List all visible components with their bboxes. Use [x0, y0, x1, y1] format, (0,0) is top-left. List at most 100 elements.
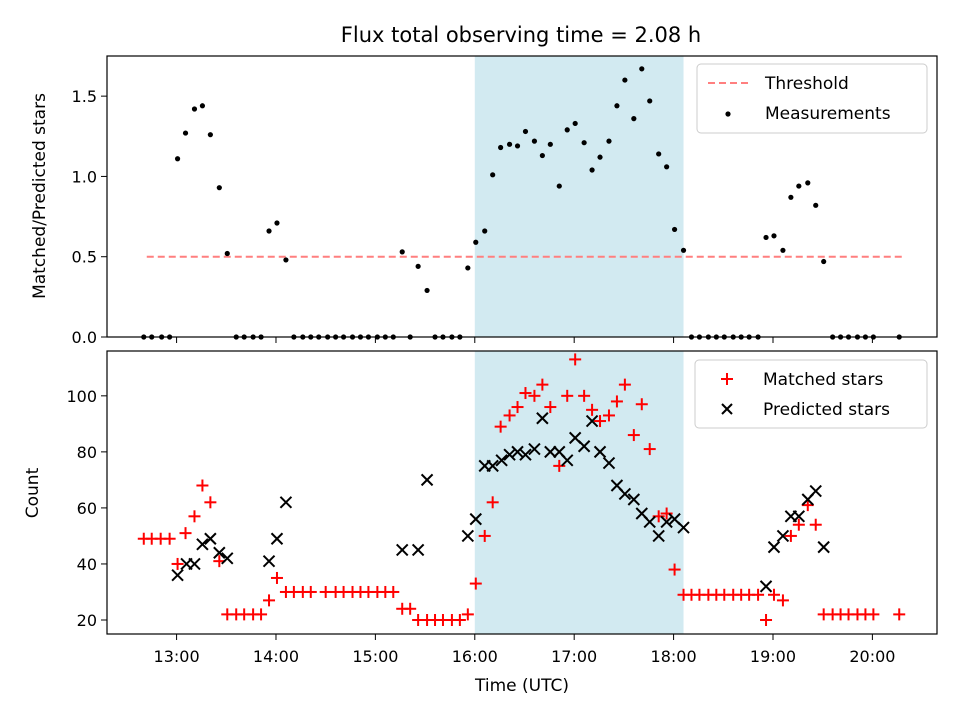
measurement-point — [547, 141, 553, 147]
matched-stars-point — [578, 389, 591, 402]
y-tick-label: 100 — [66, 387, 97, 406]
measurement-point — [506, 141, 513, 147]
matched-stars-point — [792, 518, 805, 531]
measurement-point — [216, 185, 222, 191]
legend-predicted-label: Predicted stars — [763, 400, 890, 420]
matched-stars-point — [461, 608, 474, 621]
legend-threshold-label: Threshold — [764, 74, 849, 94]
measurement-point — [771, 233, 777, 239]
predicted-stars-point — [618, 487, 632, 501]
y-tick-label: 1.0 — [72, 167, 97, 186]
predicted-stars-point — [196, 538, 209, 551]
measurement-point — [671, 226, 678, 233]
measurement-point — [821, 258, 827, 265]
matched-stars-point — [263, 594, 276, 607]
x-tick-label: 19:00 — [750, 647, 796, 666]
matched-stars-point — [255, 608, 268, 621]
legend-predicted-swatch — [721, 403, 733, 415]
x-tick-label: 16:00 — [452, 647, 498, 666]
matched-stars-point — [767, 588, 780, 601]
x-tick-label: 13:00 — [154, 647, 200, 666]
predicted-stars-point — [660, 515, 673, 529]
measurement-point — [796, 183, 802, 189]
matched-stars-point — [188, 510, 201, 523]
legend-matched-swatch — [721, 373, 733, 385]
count-panel: 20 40 60 80 100 13:00 14:00 15:00 16:00 17:00 18:… — [23, 350, 938, 696]
x-tick-label: 17:00 — [551, 647, 597, 666]
predicted-stars-point — [171, 568, 184, 582]
y-tick-label: 0.0 — [72, 328, 97, 347]
measurement-point — [490, 172, 496, 178]
legend-measurements-swatch — [725, 111, 731, 117]
predicted-stars-point — [792, 510, 806, 523]
matched-stars-point — [784, 529, 797, 542]
matched-stars-point — [594, 415, 607, 428]
matched-stars-point — [867, 608, 880, 621]
predicted-stars-point — [602, 456, 616, 470]
predicted-stars-point — [420, 473, 434, 487]
predicted-stars-point — [652, 529, 665, 543]
measurement-point — [224, 250, 230, 257]
measurement-point — [498, 144, 504, 151]
matched-stars-point — [544, 401, 557, 414]
predicted-stars-point — [536, 412, 549, 425]
measurement-point — [473, 239, 479, 245]
count-legend: Matched stars Predicted stars — [694, 359, 928, 429]
measurement-point — [539, 152, 545, 159]
matched-stars-point — [387, 585, 400, 598]
measurement-point — [182, 130, 189, 136]
y-tick-label: 40 — [77, 555, 97, 574]
matched-stars-point — [635, 398, 648, 411]
matched-stars-point — [163, 532, 176, 545]
measurement-point — [415, 263, 421, 269]
measurement-point — [763, 234, 769, 241]
count-y-axis-label: Count — [23, 467, 43, 518]
measurement-point — [631, 116, 637, 122]
measurement-point — [680, 247, 687, 253]
matched-stars-point — [752, 588, 765, 601]
measurement-point — [207, 132, 213, 138]
predicted-stars-point — [561, 454, 574, 467]
matched-stars-point — [469, 577, 482, 590]
observing-window-span — [474, 351, 684, 634]
legend-matched-label: Matched stars — [763, 370, 883, 390]
predicted-stars-point — [519, 448, 532, 461]
predicted-stars-point — [279, 496, 293, 509]
observing-window-span — [474, 56, 684, 337]
predicted-stars-point — [809, 484, 822, 498]
measurement-point — [639, 66, 645, 72]
predicted-stars-point — [677, 521, 690, 534]
measurement-point — [780, 247, 786, 253]
measurement-point — [664, 164, 670, 170]
ratio-legend: Threshold Measurements — [696, 63, 928, 134]
measurement-point — [622, 77, 628, 83]
measurement-point — [283, 257, 289, 263]
matched-stars-point — [494, 420, 507, 433]
predicted-stars-point — [213, 546, 226, 559]
predicted-stars-point — [593, 445, 607, 459]
measurement-point — [174, 156, 181, 162]
matched-stars-point — [561, 389, 574, 402]
y-tick-label: 80 — [77, 443, 97, 462]
x-tick-label: 18:00 — [651, 647, 697, 666]
matched-stars-point — [304, 585, 317, 598]
y-tick-label: 20 — [77, 611, 97, 630]
measurement-point — [606, 138, 612, 144]
measurement-point — [597, 154, 603, 160]
matched-stars-point — [478, 529, 491, 542]
measurement-point — [274, 220, 280, 226]
matched-stars-point — [171, 557, 184, 570]
matched-stars-point — [586, 403, 599, 416]
measurement-point — [556, 183, 562, 189]
measurement-point — [572, 120, 578, 127]
measurement-point — [424, 287, 430, 294]
measurement-point — [788, 194, 794, 200]
predicted-stars-point — [495, 454, 508, 467]
predicted-stars-point — [461, 529, 475, 543]
measurement-point — [656, 151, 662, 157]
matched-stars-point — [453, 613, 466, 626]
matched-stars-point — [776, 594, 789, 607]
matched-stars-point — [760, 613, 773, 626]
predicted-stars-point — [627, 493, 641, 506]
predicted-stars-point — [776, 529, 790, 543]
